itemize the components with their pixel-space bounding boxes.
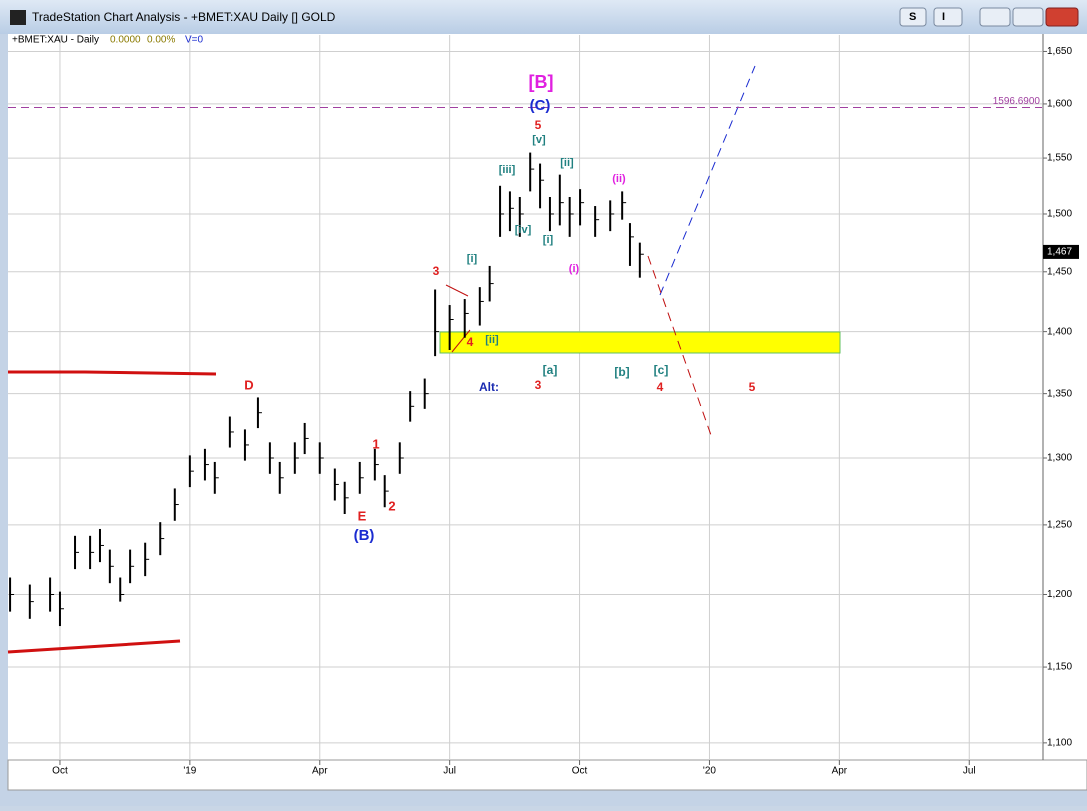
wave-label: [c] bbox=[654, 363, 669, 377]
wave-label: [v] bbox=[532, 134, 546, 146]
wave-label: [iii] bbox=[499, 164, 516, 176]
wave-label: 5 bbox=[749, 380, 756, 394]
y-tick-label: 1,600 bbox=[1047, 99, 1072, 110]
s-button[interactable] bbox=[899, 7, 927, 27]
x-tick-label: Oct bbox=[572, 766, 588, 777]
target-zone bbox=[439, 331, 841, 354]
i-button[interactable] bbox=[933, 7, 963, 27]
y-tick-label: 1,650 bbox=[1047, 46, 1072, 57]
projection-line bbox=[659, 65, 756, 296]
wave-label: [i] bbox=[543, 234, 554, 246]
wave-label: (C) bbox=[530, 97, 551, 114]
wave-label: (i) bbox=[569, 263, 580, 275]
s-button-label[interactable]: S bbox=[909, 11, 916, 23]
x-tick-label: '20 bbox=[703, 766, 716, 777]
wave-label: [a] bbox=[543, 363, 558, 377]
wave-label: Alt: bbox=[479, 380, 499, 394]
wave-label: 4 bbox=[657, 380, 664, 394]
wave-label: D bbox=[244, 377, 253, 392]
wave-label: 2 bbox=[388, 498, 395, 513]
change-label: 0.0000 bbox=[110, 35, 141, 46]
wave-line bbox=[445, 284, 469, 297]
y-tick-label: 1,450 bbox=[1047, 266, 1072, 277]
wave-label: 1 bbox=[372, 436, 379, 451]
y-tick-label: 1,500 bbox=[1047, 209, 1072, 220]
x-tick-label: Oct bbox=[52, 766, 68, 777]
wave-line bbox=[451, 329, 471, 353]
wave-label: 3 bbox=[433, 264, 440, 278]
volume-label: V=0 bbox=[185, 35, 204, 46]
wave-label: 5 bbox=[535, 118, 542, 132]
window-title: TradeStation Chart Analysis - +BMET:XAU … bbox=[32, 10, 336, 24]
wave-label: [i] bbox=[467, 253, 478, 265]
x-tick-label: '19 bbox=[183, 766, 196, 777]
y-tick-label: 1,250 bbox=[1047, 520, 1072, 531]
i-button-label[interactable]: I bbox=[942, 11, 945, 23]
y-axis-area bbox=[1043, 34, 1087, 760]
trend-line bbox=[7, 639, 181, 654]
y-tick-label: 1,350 bbox=[1047, 388, 1072, 399]
symbol-label: +BMET:XAU - Daily bbox=[12, 35, 99, 46]
plot-area bbox=[8, 34, 1043, 760]
grid bbox=[8, 35, 1042, 760]
x-tick-label: Jul bbox=[443, 766, 456, 777]
wave-label: [ii] bbox=[560, 157, 574, 169]
price-bars bbox=[9, 152, 644, 627]
minimize-button[interactable] bbox=[979, 7, 1011, 27]
y-tick-label: 1,100 bbox=[1047, 738, 1072, 749]
y-tick-label: 1,400 bbox=[1047, 326, 1072, 337]
x-tick-label: Apr bbox=[312, 766, 328, 777]
wave-label: (B) bbox=[354, 527, 375, 544]
percent-label: 0.00% bbox=[147, 35, 175, 46]
wave-label: 3 bbox=[535, 378, 542, 392]
y-tick-label: 1,550 bbox=[1047, 153, 1072, 164]
wave-label: 4 bbox=[467, 335, 474, 349]
y-tick-label: 1,300 bbox=[1047, 453, 1072, 464]
wave-label: E bbox=[358, 508, 367, 523]
last-price-box bbox=[1043, 244, 1079, 259]
maximize-button[interactable] bbox=[1012, 7, 1044, 27]
last-price-label: 1,467 bbox=[1047, 247, 1072, 258]
y-tick-label: 1,150 bbox=[1047, 662, 1072, 673]
wave-label: [B] bbox=[529, 72, 554, 92]
projection-line bbox=[647, 255, 713, 439]
app-icon bbox=[10, 10, 26, 25]
trend-line bbox=[84, 370, 217, 376]
wave-label: [ii] bbox=[485, 334, 499, 346]
level-label: 1596.6900 bbox=[993, 96, 1041, 107]
x-tick-label: Apr bbox=[832, 766, 848, 777]
close-button[interactable] bbox=[1045, 7, 1079, 27]
x-axis-area bbox=[7, 759, 1087, 791]
wave-label: [b] bbox=[614, 365, 629, 379]
y-tick-label: 1,200 bbox=[1047, 589, 1072, 600]
x-tick-label: Jul bbox=[963, 766, 976, 777]
wave-label: (ii) bbox=[612, 173, 626, 185]
wave-label: [iv] bbox=[515, 224, 532, 236]
